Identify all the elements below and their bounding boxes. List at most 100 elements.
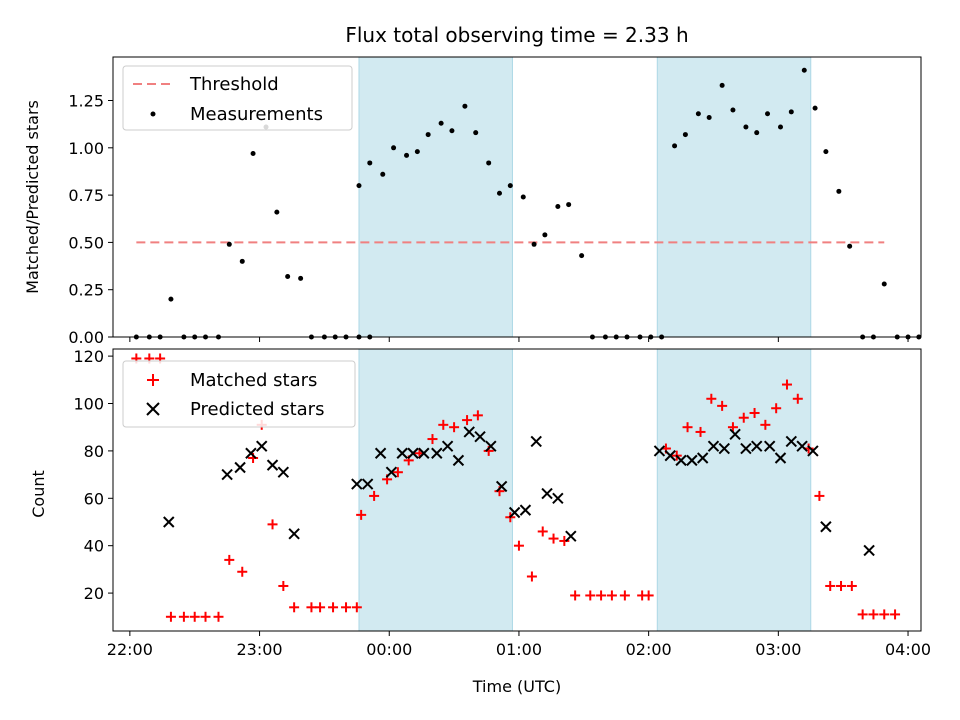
predicted-star-point — [385, 466, 398, 478]
shaded-interval — [656, 348, 812, 632]
predicted-star-point — [374, 447, 387, 459]
legend-matched-swatch — [147, 374, 159, 386]
measurement-point — [881, 281, 887, 287]
predicted-star-point — [245, 447, 257, 459]
matched-star-point — [695, 426, 706, 437]
measurement-point — [754, 130, 760, 136]
measurement-point — [298, 275, 304, 281]
predicted-star-point — [740, 442, 752, 455]
matched-star-point — [267, 519, 278, 530]
matched-star-point — [315, 602, 326, 613]
measurement-point — [404, 152, 410, 158]
y-tick-label: 60 — [84, 489, 104, 508]
matched-star-point — [289, 602, 300, 613]
measurement-point — [438, 120, 444, 126]
measurement-point — [239, 258, 245, 264]
x-tick-label: 02:00 — [626, 640, 672, 659]
predicted-star-point — [653, 445, 666, 457]
matched-star-point — [619, 590, 630, 601]
matched-star-point — [526, 571, 537, 582]
matched-star-point — [606, 590, 617, 601]
matched-star-point — [351, 602, 362, 613]
y-tick-label: 1.25 — [68, 92, 104, 111]
predicted-star-point — [541, 487, 553, 500]
matched-star-point — [306, 602, 317, 613]
matched-star-point — [369, 490, 380, 501]
y-tick-label: 0.00 — [68, 328, 104, 347]
predicted-star-point — [718, 442, 731, 455]
matched-star-point — [836, 580, 847, 591]
measurement-point — [801, 67, 807, 73]
top-shaded-intervals — [358, 56, 812, 338]
matched-star-point — [237, 566, 248, 577]
predicted-star-point — [565, 530, 577, 542]
matched-star-point — [749, 407, 760, 418]
predicted-star-point — [796, 440, 808, 452]
matched-star-point — [760, 419, 771, 430]
predicted-star-point — [785, 435, 798, 448]
y-tick-label: 120 — [73, 347, 104, 366]
matched-star-point — [178, 611, 189, 622]
y-tick-label: 1.00 — [68, 139, 104, 158]
predicted-star-point — [686, 454, 698, 467]
matched-star-point — [513, 540, 524, 551]
measurement-point — [367, 160, 373, 166]
measurement-point — [473, 130, 479, 136]
matched-star-point — [449, 422, 460, 433]
predicted-star-point — [863, 544, 875, 557]
matched-star-point — [570, 590, 581, 601]
matched-star-point — [341, 602, 352, 613]
bottom-y-axis: 20 40 60 80 100 120 — [73, 347, 113, 603]
matched-star-point — [165, 611, 176, 622]
bottom-legend-box — [122, 360, 356, 428]
predicted-star-point — [729, 428, 741, 441]
y-tick-label: 100 — [73, 395, 104, 414]
measurement-point — [414, 149, 420, 155]
x-tick-label: 04:00 — [885, 640, 931, 659]
matched-star-point — [596, 590, 607, 601]
matched-star-point — [682, 422, 693, 433]
x-tick-label: 23:00 — [237, 640, 283, 659]
predicted-star-point — [163, 516, 175, 528]
predicted-star-point — [441, 440, 454, 452]
predicted-star-point — [418, 447, 430, 459]
measurement-point — [730, 107, 736, 113]
measurement-point — [555, 203, 561, 209]
bottom-y-axis-label: Count — [29, 470, 48, 518]
top-axes-frame — [112, 56, 922, 338]
top-legend: Threshold Measurements — [122, 65, 353, 131]
predicted-star-point — [463, 426, 475, 438]
measurement-point — [743, 124, 749, 130]
predicted-star-point — [495, 480, 508, 493]
predicted-star-point — [431, 447, 443, 459]
matched-star-point — [356, 509, 367, 520]
predicted-star-point — [277, 466, 290, 478]
matched-star-point — [427, 434, 438, 445]
predicted-star-point — [361, 478, 374, 490]
measurement-point — [226, 241, 232, 247]
predicted-star-point — [675, 454, 687, 467]
legend-matched-label: Matched stars — [190, 370, 317, 391]
predicted-star-point — [407, 447, 419, 459]
predicted-star-point — [807, 445, 819, 457]
matched-star-point — [890, 609, 901, 620]
legend-threshold-label: Threshold — [189, 74, 279, 95]
matched-star-point — [200, 611, 211, 622]
matched-star-point — [472, 410, 483, 421]
predicted-star-point — [266, 459, 279, 471]
measurement-point — [788, 109, 794, 115]
measurement-point — [250, 150, 256, 156]
predicted-star-point — [508, 506, 521, 519]
matched-star-point — [706, 393, 717, 404]
predicted-star-point — [396, 447, 408, 459]
predicted-star-point — [664, 449, 676, 462]
bottom-panel: 20 40 60 80 100 120 22:00 23:00 00:00 01:00 02:00… — [29, 347, 931, 696]
measurement-point — [449, 128, 455, 134]
y-tick-label: 0.75 — [68, 186, 104, 205]
matched-star-point — [392, 467, 403, 478]
legend-predicted-swatch — [146, 402, 160, 416]
measurement-point — [507, 183, 513, 189]
measurement-point — [706, 115, 712, 121]
predicted-star-point — [519, 504, 532, 516]
matched-star-point — [328, 602, 339, 613]
